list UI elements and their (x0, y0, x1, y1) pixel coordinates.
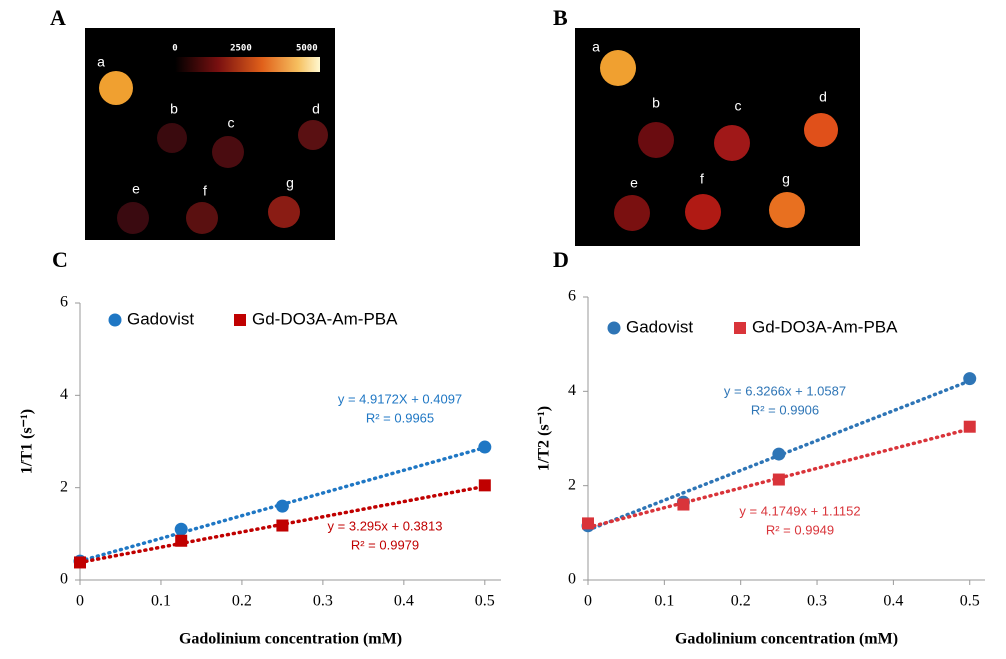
x-tick-label: 0.1 (151, 593, 171, 610)
trendline-r2: R² = 0.9979 (351, 537, 419, 552)
y-tick-label: 6 (568, 288, 576, 305)
well-label: a (97, 54, 105, 70)
legend-label: Gd-DO3A-Am-PBA (252, 309, 398, 328)
well-label: e (132, 181, 140, 197)
phantom-well (769, 192, 805, 228)
colorbar-tick-label: 0 (172, 44, 177, 54)
data-point (478, 441, 491, 454)
x-axis-label: Gadolinium concentration (mM) (179, 631, 402, 648)
y-tick-label: 2 (60, 478, 68, 495)
trendline-equation: y = 3.295x + 0.3813 (328, 518, 443, 533)
phantom-well (298, 120, 328, 150)
trendline-r2: R² = 0.9949 (766, 522, 834, 537)
panel-label: C (52, 247, 68, 272)
panel-label: A (50, 5, 66, 30)
phantom-well (117, 202, 149, 234)
phantom-well (638, 122, 674, 158)
legend-marker (109, 314, 122, 327)
x-tick-label: 0 (76, 593, 84, 610)
trendline-r2: R² = 0.9906 (751, 402, 819, 417)
panel-label: D (553, 247, 569, 272)
x-tick-label: 0.3 (313, 593, 333, 610)
data-point (479, 479, 491, 491)
y-tick-label: 0 (568, 571, 576, 588)
x-tick-label: 0.1 (654, 593, 674, 610)
data-point (677, 499, 689, 511)
trendline-equation: y = 4.1749x + 1.1152 (739, 503, 860, 518)
data-point (963, 372, 976, 385)
phantom-well (186, 202, 218, 234)
well-label: f (203, 183, 207, 199)
y-tick-label: 2 (568, 476, 576, 493)
data-point (773, 474, 785, 486)
phantom-well (614, 195, 650, 231)
data-point (74, 556, 86, 568)
data-point (582, 517, 594, 529)
well-label: d (819, 89, 827, 105)
well-label: c (735, 98, 742, 114)
figure: A B C D a b c d e f g a b c d e f g 0 2500 5000 0 2 4 6 0 0.1 0… (0, 0, 1006, 659)
legend-marker (234, 314, 246, 326)
x-tick-label: 0.5 (475, 593, 495, 610)
legend-label: Gadovist (626, 317, 693, 336)
well-label: d (312, 101, 320, 117)
well-label: e (630, 175, 638, 191)
y-tick-label: 6 (60, 294, 68, 311)
x-tick-label: 0.3 (807, 593, 827, 610)
x-tick-label: 0.5 (960, 593, 980, 610)
x-tick-label: 0.4 (394, 593, 414, 610)
x-axis-label: Gadolinium concentration (mM) (675, 631, 898, 648)
well-label: c (228, 115, 235, 131)
phantom-well (685, 194, 721, 230)
well-label: g (286, 175, 294, 191)
legend-marker (608, 322, 621, 335)
data-point (964, 421, 976, 433)
x-tick-label: 0.2 (731, 593, 751, 610)
panel-label: B (553, 5, 568, 30)
legend-label: Gd-DO3A-Am-PBA (752, 317, 898, 336)
trendline-equation: y = 4.9172X + 0.4097 (338, 391, 462, 406)
data-point (276, 520, 288, 532)
y-tick-label: 4 (60, 386, 68, 403)
data-point (772, 448, 785, 461)
colorbar-tick-label: 5000 (296, 44, 318, 54)
phantom-well (600, 50, 636, 86)
well-label: b (170, 101, 178, 117)
phantom-well (804, 113, 838, 147)
well-label: b (652, 95, 660, 111)
legend-label: Gadovist (127, 309, 194, 328)
colorbar-tick-label: 2500 (230, 44, 252, 54)
well-label: a (592, 39, 600, 55)
trendline-r2: R² = 0.9965 (366, 410, 434, 425)
phantom-well (157, 123, 187, 153)
data-point (175, 535, 187, 547)
data-point (276, 500, 289, 513)
x-tick-label: 0.2 (232, 593, 252, 610)
legend-marker (734, 322, 746, 334)
phantom-well (212, 136, 244, 168)
trendline-equation: y = 6.3266x + 1.0587 (724, 383, 846, 398)
phantom-well (268, 196, 300, 228)
well-label: g (782, 171, 790, 187)
y-tick-label: 0 (60, 571, 68, 588)
y-axis-label: 1/T2 (s⁻¹) (536, 406, 553, 471)
phantom-well (99, 71, 133, 105)
well-label: f (700, 171, 704, 187)
phantom-well (714, 125, 750, 161)
x-tick-label: 0.4 (883, 593, 903, 610)
y-tick-label: 4 (568, 382, 576, 399)
x-tick-label: 0 (584, 593, 592, 610)
colorbar (175, 57, 320, 72)
data-point (175, 523, 188, 536)
y-axis-label: 1/T1 (s⁻¹) (19, 409, 36, 474)
